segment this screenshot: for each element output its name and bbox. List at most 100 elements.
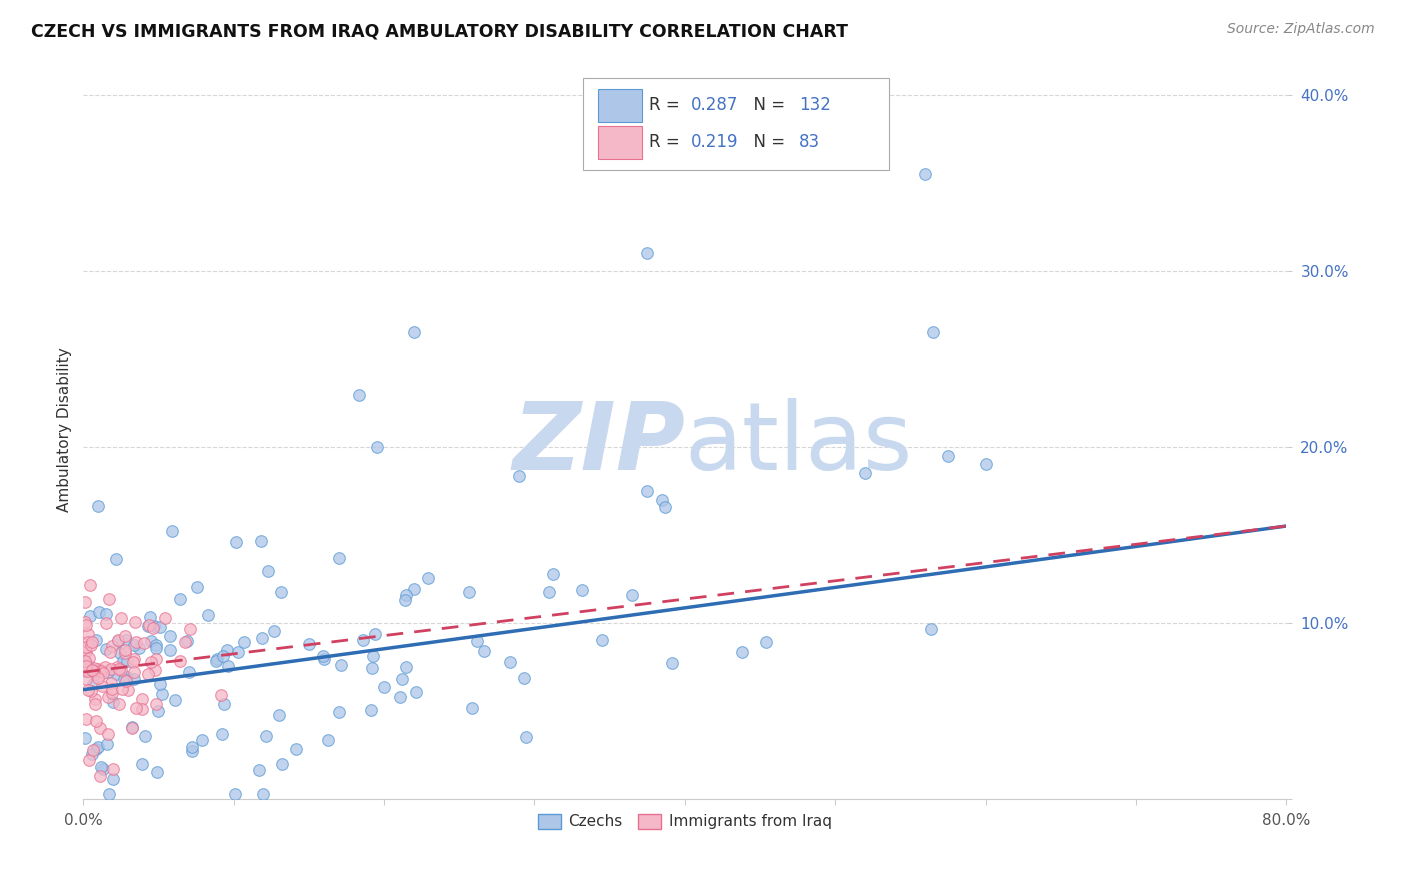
Point	[360, 661, 382, 675]
Point	[209, 688, 232, 702]
Point	[474, 644, 496, 658]
Point	[212, 649, 235, 664]
Point	[79, 609, 101, 624]
Point	[461, 701, 484, 715]
Point	[215, 643, 238, 657]
Point	[163, 693, 186, 707]
Point	[75, 618, 97, 632]
Point	[94, 615, 117, 630]
Point	[270, 585, 292, 599]
Point	[75, 673, 97, 687]
Point	[418, 571, 440, 585]
Point	[131, 692, 153, 706]
Point	[176, 634, 198, 648]
Point	[654, 500, 676, 514]
Point	[101, 681, 124, 696]
Point	[139, 609, 162, 624]
Point	[73, 656, 96, 670]
Point	[143, 618, 166, 632]
Point	[97, 787, 120, 801]
Text: Source: ZipAtlas.com: Source: ZipAtlas.com	[1227, 22, 1375, 37]
Point	[755, 635, 778, 649]
Point	[86, 742, 108, 756]
Point	[115, 670, 138, 684]
Point	[75, 644, 97, 658]
Point	[75, 659, 97, 673]
Point	[155, 610, 177, 624]
Point	[651, 492, 673, 507]
Point	[105, 660, 128, 674]
Point	[83, 666, 105, 681]
Point	[73, 654, 96, 668]
Point	[146, 764, 169, 779]
Point	[114, 642, 136, 657]
Point	[131, 702, 153, 716]
Point	[91, 666, 114, 681]
Point	[82, 747, 104, 761]
Point	[211, 726, 233, 740]
Point	[250, 533, 273, 548]
Point	[150, 687, 173, 701]
Point	[661, 657, 683, 671]
Point	[217, 659, 239, 673]
Point	[169, 592, 191, 607]
Point	[591, 633, 613, 648]
Point	[205, 652, 228, 666]
Point	[312, 651, 335, 665]
Text: N =: N =	[742, 96, 790, 114]
Point	[77, 627, 100, 641]
Point	[136, 666, 159, 681]
Text: R =: R =	[648, 96, 685, 114]
Point	[465, 634, 488, 648]
Point	[105, 552, 128, 566]
Point	[73, 731, 96, 746]
Point	[97, 727, 120, 741]
Y-axis label: Ambulatory Disability: Ambulatory Disability	[58, 347, 72, 512]
Point	[352, 633, 374, 648]
Text: CZECH VS IMMIGRANTS FROM IRAQ AMBULATORY DISABILITY CORRELATION CHART: CZECH VS IMMIGRANTS FROM IRAQ AMBULATORY…	[31, 22, 848, 40]
Point	[100, 675, 122, 690]
Point	[76, 664, 98, 678]
Point	[115, 673, 138, 688]
Point	[77, 658, 100, 673]
Point	[100, 640, 122, 654]
Point	[110, 663, 132, 677]
Point	[115, 632, 138, 647]
Point	[73, 664, 96, 678]
Point	[364, 627, 387, 641]
Point	[91, 679, 114, 693]
Point	[122, 665, 145, 679]
Point	[636, 246, 658, 260]
Text: ZIP: ZIP	[512, 398, 685, 490]
Point	[853, 467, 876, 481]
Point	[974, 458, 997, 472]
Point	[181, 739, 204, 754]
Point	[395, 588, 418, 602]
Text: 0.219: 0.219	[690, 134, 738, 152]
Point	[86, 671, 108, 685]
Point	[124, 652, 146, 666]
Point	[111, 681, 134, 696]
Point	[96, 737, 118, 751]
Point	[84, 664, 107, 678]
Point	[73, 595, 96, 609]
Point	[731, 645, 754, 659]
Point	[169, 654, 191, 668]
Point	[329, 658, 352, 673]
Point	[79, 577, 101, 591]
Point	[79, 638, 101, 652]
Point	[107, 632, 129, 647]
Point	[141, 656, 163, 670]
Point	[100, 663, 122, 677]
Point	[284, 742, 307, 756]
Point	[98, 592, 121, 607]
Point	[366, 440, 388, 454]
Point	[233, 635, 256, 649]
Point	[80, 664, 103, 678]
Point	[75, 615, 97, 630]
Point	[515, 731, 537, 745]
Point	[205, 654, 228, 668]
Point	[103, 762, 125, 776]
Point	[177, 665, 200, 680]
Point	[101, 695, 124, 709]
